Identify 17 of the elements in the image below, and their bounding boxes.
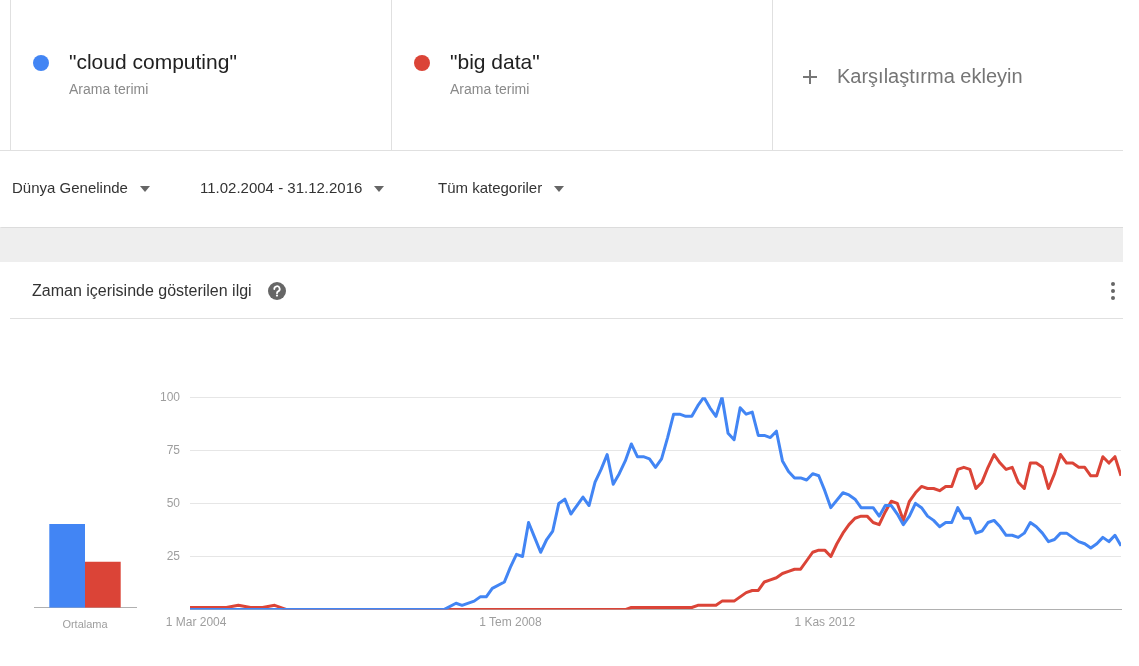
x-tick-label: Ortalama <box>62 618 109 631</box>
x-tick-label: 1 Mar 2004 <box>165 615 227 630</box>
text: Tüm kategoriler <box>438 179 544 196</box>
text: Arama terimi <box>450 81 530 97</box>
y-tick-label: 100 <box>159 389 181 404</box>
text: 11.02.2004 - 31.12.2016 <box>200 179 364 196</box>
x-tick-label: 1 Tem 2008 <box>479 615 542 630</box>
y-tick-label: 75 <box>166 442 181 457</box>
y-tick-label: 25 <box>166 548 181 563</box>
text: Arama terimi <box>69 81 149 97</box>
text: Dünya Genelinde <box>12 179 129 196</box>
chart-title: Zaman içerisinde gösterilen ilgi <box>32 282 252 300</box>
y-tick-label: 50 <box>166 495 181 510</box>
legend-label: "cloud computing" <box>69 50 237 74</box>
legend-label: "big data" <box>450 50 540 74</box>
x-tick-label: 1 Kas 2012 <box>794 615 856 630</box>
text: Karşılaştırma ekleyin <box>837 65 1023 88</box>
